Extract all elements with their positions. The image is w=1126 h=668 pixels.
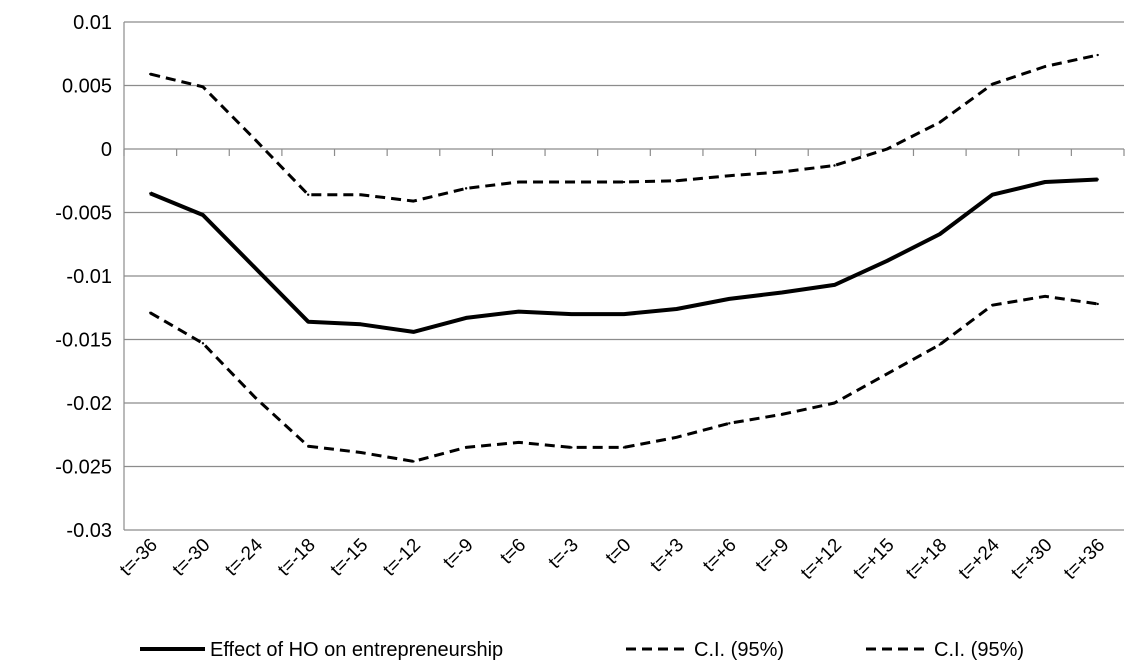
gridlines [124, 21, 1124, 531]
data-point [149, 192, 152, 195]
x-axis: t=-36 t=-30 t=-24 t=-18 t=-15 t=-12 t=-9 t=6 t=-… [116, 149, 1125, 584]
data-point [728, 297, 731, 301]
series-line-2 [149, 294, 1098, 463]
data-point [991, 83, 994, 86]
data-point [201, 342, 205, 345]
data-point [938, 232, 941, 236]
data-point [307, 320, 310, 323]
data-point [622, 446, 626, 449]
data-point [1096, 178, 1099, 181]
series-line-0 [149, 177, 1098, 334]
y-tick-label: -0.015 [55, 330, 112, 352]
data-point [675, 179, 678, 182]
y-tick-label: 0.005 [62, 76, 112, 98]
x-tick-label: t=-18 [274, 535, 320, 581]
x-tick-label: t=+12 [797, 535, 846, 584]
data-point [201, 213, 205, 217]
x-tick-label: t=-3 [545, 535, 583, 573]
data-point [1043, 65, 1047, 68]
data-point [412, 330, 415, 334]
x-tick-label: t=-12 [379, 535, 425, 581]
data-point [833, 164, 836, 167]
x-tick-label: t=-15 [327, 535, 373, 581]
x-tick-label: t=+6 [699, 535, 741, 577]
data-point [201, 85, 205, 88]
data-point [728, 174, 731, 177]
data-point [254, 396, 257, 400]
legend: Effect of HO on entrepreneurship C.I. (95… [140, 639, 1024, 661]
legend-label-1: C.I. (95%) [694, 639, 784, 661]
x-tick-label: t=-36 [116, 535, 162, 581]
data-point [254, 138, 257, 142]
data-point [938, 343, 941, 346]
data-point [833, 283, 836, 287]
data-point [570, 180, 573, 184]
y-tick-label: 0 [101, 139, 112, 161]
data-point [991, 304, 994, 307]
data-point [885, 147, 889, 151]
data-point [517, 180, 520, 184]
data-point [307, 193, 310, 196]
data-point [359, 193, 363, 196]
legend-label-2: C.I. (95%) [934, 639, 1024, 661]
data-point [885, 372, 889, 375]
data-point [570, 446, 573, 449]
y-tick-label: -0.01 [66, 266, 112, 288]
data-point [780, 291, 784, 294]
x-tick-label: t=0 [602, 535, 636, 569]
y-tick-label: 0.01 [73, 12, 112, 34]
x-tick-label: t=-24 [221, 534, 267, 580]
data-point [938, 121, 941, 124]
data-point [622, 312, 626, 316]
data-point [517, 310, 520, 313]
data-point [464, 316, 468, 320]
data-point [517, 441, 520, 444]
x-tick-label: t=-9 [439, 535, 477, 573]
y-axis: 0.01 0.005 0 -0.005 -0.01 -0.015 -0.02 -0.025 -0… [55, 12, 125, 542]
series-lines [149, 53, 1099, 463]
y-tick-label: -0.005 [55, 203, 112, 225]
data-point [675, 436, 678, 439]
data-point [412, 460, 415, 463]
data-point [1043, 295, 1047, 298]
data-point [885, 259, 889, 262]
data-point [149, 311, 152, 315]
x-tick-label: t=+18 [902, 535, 951, 584]
data-point [359, 323, 363, 326]
data-point [412, 199, 415, 203]
data-point [622, 180, 626, 184]
data-point [833, 401, 836, 405]
y-tick-label: -0.025 [55, 457, 112, 479]
data-point [359, 451, 363, 454]
data-point [254, 267, 257, 270]
data-point [780, 170, 784, 174]
x-tick-label: t=+15 [849, 535, 898, 584]
data-point [991, 193, 994, 196]
data-point [1043, 180, 1047, 184]
x-tick-label: t=+36 [1060, 535, 1109, 584]
y-tick-label: -0.03 [66, 520, 112, 542]
data-point [728, 422, 731, 425]
y-tick-label: -0.02 [66, 393, 112, 415]
data-point [570, 312, 573, 316]
x-tick-label: t=+24 [955, 534, 1005, 584]
series-line-1 [149, 53, 1099, 203]
x-tick-label: t=+3 [646, 535, 688, 577]
data-point [1096, 302, 1099, 306]
data-point [1096, 53, 1099, 57]
x-tick-label: t=+9 [752, 535, 794, 577]
x-tick-label: t=-30 [169, 535, 215, 581]
legend-label-0: Effect of HO on entrepreneurship [210, 639, 503, 661]
data-point [675, 307, 678, 311]
data-point [149, 72, 152, 76]
data-point [780, 413, 784, 416]
data-point [307, 444, 310, 448]
data-point [464, 187, 468, 190]
x-tick-label: t=+30 [1007, 535, 1056, 584]
data-point [464, 446, 468, 449]
x-tick-label: t=6 [496, 535, 530, 569]
